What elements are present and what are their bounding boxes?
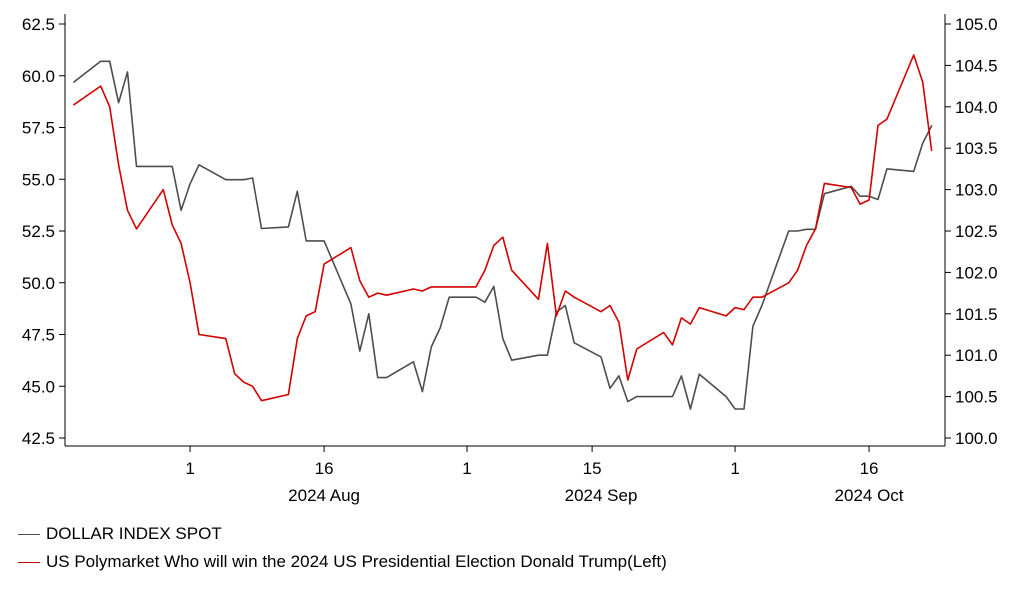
y-right-tick-label: 103.5: [955, 139, 998, 158]
x-tick-label: 1: [462, 459, 471, 478]
x-tick-label: 16: [315, 459, 334, 478]
y-right-tick-label: 104.0: [955, 98, 998, 117]
x-tick-label: 1: [185, 459, 194, 478]
y-left-tick-label: 50.0: [22, 274, 55, 293]
legend-label-dollar: DOLLAR INDEX SPOT: [46, 524, 222, 543]
y-left-tick-label: 42.5: [22, 429, 55, 448]
x-tick-label: 15: [583, 459, 602, 478]
legend-swatch-dollar: [18, 533, 40, 535]
y-left-tick-label: 47.5: [22, 326, 55, 345]
y-left-tick-label: 60.0: [22, 67, 55, 86]
x-month-label: 2024 Aug: [288, 486, 360, 505]
y-right-tick-label: 102.0: [955, 263, 998, 282]
legend-item-polymarket: US Polymarket Who will win the 2024 US P…: [18, 548, 667, 576]
y-right-tick-label: 101.0: [955, 346, 998, 365]
legend: DOLLAR INDEX SPOT US Polymarket Who will…: [18, 520, 667, 576]
y-right-tick-label: 102.5: [955, 222, 998, 241]
y-right-tick-label: 100.0: [955, 429, 998, 448]
x-month-label: 2024 Oct: [835, 486, 904, 505]
x-tick-label: 16: [860, 459, 879, 478]
legend-item-dollar: DOLLAR INDEX SPOT: [18, 520, 667, 548]
x-month-label: 2024 Sep: [565, 486, 638, 505]
y-right-tick-label: 104.5: [955, 56, 998, 75]
legend-label-polymarket: US Polymarket Who will win the 2024 US P…: [46, 552, 667, 571]
x-tick-label: 1: [730, 459, 739, 478]
y-left-tick-label: 45.0: [22, 377, 55, 396]
y-right-tick-label: 105.0: [955, 15, 998, 34]
legend-swatch-polymarket: [18, 561, 40, 563]
y-right-tick-label: 101.5: [955, 305, 998, 324]
y-left-tick-label: 62.5: [22, 15, 55, 34]
y-left-tick-label: 57.5: [22, 119, 55, 138]
y-right-tick-label: 100.5: [955, 388, 998, 407]
y-left-tick-label: 55.0: [22, 170, 55, 189]
y-right-tick-label: 103.0: [955, 181, 998, 200]
series-line-dollar-index: [73, 60, 933, 410]
series-line-polymarket: [73, 54, 933, 402]
y-left-tick-label: 52.5: [22, 222, 55, 241]
